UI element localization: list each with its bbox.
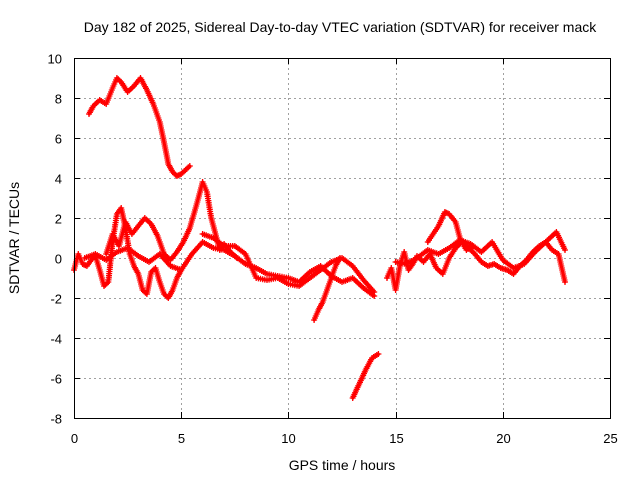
series-track-7 — [349, 351, 382, 401]
y-tick-label: 2 — [55, 212, 62, 227]
y-tick-label: 8 — [55, 92, 62, 107]
y-tick-label: 10 — [48, 52, 62, 67]
y-tick-label: -6 — [50, 372, 62, 387]
series-trace — [87, 76, 192, 178]
x-tick-label: 10 — [281, 431, 295, 446]
plus-markers — [311, 255, 343, 323]
y-tick-label: 6 — [55, 132, 62, 147]
plus-markers — [86, 75, 193, 179]
plus-markers — [349, 351, 382, 401]
x-tick-label: 15 — [389, 431, 403, 446]
data-layer — [71, 75, 568, 401]
series-track-6 — [311, 255, 343, 323]
x-tick-label: 20 — [496, 431, 510, 446]
y-axis-label: SDTVAR / TECUs — [6, 182, 22, 294]
x-tick-label: 0 — [71, 431, 78, 446]
y-tick-label: -8 — [50, 412, 62, 427]
x-axis-label: GPS time / hours — [289, 457, 396, 473]
grid — [74, 58, 610, 418]
series-track-10 — [424, 209, 476, 253]
y-tick-label: 4 — [55, 172, 62, 187]
plus-markers — [424, 209, 476, 253]
x-tick-label: 5 — [178, 431, 185, 446]
plus-markers — [392, 229, 568, 271]
plus-markers — [71, 205, 185, 301]
x-tick-label: 25 — [603, 431, 617, 446]
y-tick-label: 0 — [55, 252, 62, 267]
y-tick-label: -2 — [50, 292, 62, 307]
chart-title: Day 182 of 2025, Sidereal Day-to-day VTE… — [84, 19, 597, 35]
series-track-2 — [71, 205, 185, 301]
y-tick-label: -4 — [50, 332, 62, 347]
plot-frame — [74, 58, 611, 419]
series-track-1 — [86, 75, 193, 179]
series-track-9 — [392, 229, 568, 271]
axis-ticks: 0 5 10 15 20 25 -8 -6 -4 -2 0 2 4 6 8 10 — [48, 52, 618, 447]
